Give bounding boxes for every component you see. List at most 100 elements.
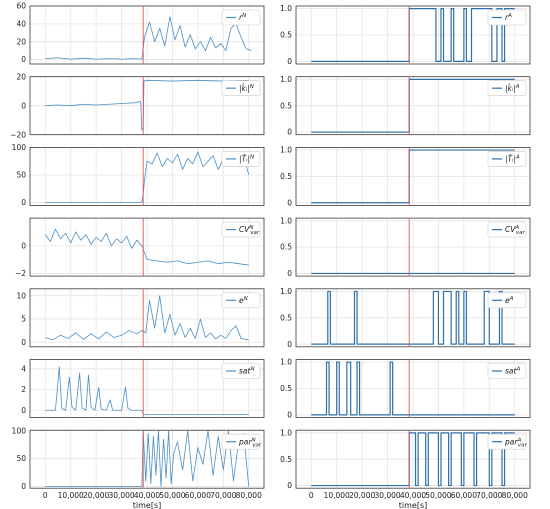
y-tick-label: −20 [10, 130, 26, 139]
subplot-13: 0 50 100 parN var 0 10,000 20,000 30,000 40,000 50… [12, 426, 265, 509]
subplot-7: −2 0 CVN var [15, 217, 265, 278]
y-tick-label: 100 [12, 143, 27, 152]
subplot-5: 0 50 100 |T̂ᵢ|N [12, 143, 265, 207]
plot-frame [295, 429, 531, 489]
legend-box [487, 221, 527, 238]
plot-frame [29, 146, 265, 206]
subplot-6: 0 0.5 1.0 |T̂ᵢ|A [280, 146, 531, 207]
plot-frame [295, 359, 531, 418]
y-tick-label: 50 [16, 454, 26, 463]
x-axis-label: time[s] [133, 501, 161, 509]
plot-frame [295, 146, 531, 206]
y-tick-label: 0.5 [280, 172, 292, 181]
series-line [45, 430, 250, 487]
legend-box [487, 151, 527, 167]
plot-frame [29, 359, 265, 418]
y-tick-label: 0 [21, 482, 26, 491]
x-tick-label: 60,000 [185, 491, 211, 500]
x-tick-label: 80,000 [236, 491, 262, 500]
x-tick-label: 70,000 [476, 491, 502, 500]
y-tick-label: 0.5 [280, 243, 292, 252]
legend-label: parA var [504, 437, 528, 448]
y-tick-label: 50 [16, 171, 26, 180]
legend-label: |T̂ᵢ|A [505, 155, 520, 164]
subplot-14: 0 0.5 1.0 parA var 0 10,000 20,000 30,000 40,000 5… [280, 428, 531, 509]
legend-box [221, 292, 261, 309]
y-tick-label: 0 [21, 198, 26, 207]
legend-box [221, 151, 261, 167]
x-tick-label: 0 [43, 491, 48, 500]
plot-frame [295, 76, 531, 136]
y-tick-label: −2 [15, 269, 26, 278]
y-tick-label: 0 [21, 338, 26, 347]
legend-box [487, 80, 527, 96]
y-tick-label: 60 [16, 2, 26, 11]
x-tick-label: 70,000 [210, 491, 236, 500]
subplot-4: 0 0.5 1.0 |k̂ᵢ|A [280, 75, 531, 137]
y-tick-label: 2 [21, 385, 26, 394]
y-tick-label: 20 [16, 37, 26, 46]
plot-frame [29, 5, 265, 65]
y-tick-label: 0 [287, 57, 292, 66]
y-tick-label: 0 [287, 410, 292, 419]
x-tick-label: 20,000 [83, 491, 109, 500]
y-tick-label: 0.5 [280, 313, 292, 322]
legend-label: |T̂ᵢ|N [239, 155, 254, 164]
plot-frame [295, 5, 531, 65]
y-tick-label: 1.0 [280, 287, 292, 296]
y-tick-label: 0 [21, 101, 26, 110]
subplot-9: 0 5 10 eN [16, 288, 265, 348]
y-tick-label: 1.0 [280, 146, 292, 155]
series-line [45, 79, 249, 131]
legend-box [487, 363, 527, 379]
plot-frame [29, 429, 265, 489]
legend-box [221, 433, 261, 450]
x-tick-label: 60,000 [451, 491, 477, 500]
legend-box [221, 221, 261, 238]
y-tick-label: 1.0 [280, 428, 292, 437]
series-line [311, 290, 515, 345]
subplot-10: 0 0.5 1.0 eA [280, 287, 531, 349]
y-tick-label: 100 [12, 426, 27, 435]
y-tick-label: 0 [21, 241, 26, 250]
y-tick-label: 0.5 [280, 455, 292, 464]
legend-box [487, 9, 527, 26]
x-tick-label: 0 [309, 491, 314, 500]
x-tick-label: 80,000 [502, 491, 528, 500]
subplot-2: 0 0.5 1.0 rA [280, 4, 531, 66]
y-tick-label: 0 [21, 406, 26, 415]
legend-label: |k̂ᵢ|N [239, 84, 254, 93]
subplot-3: −20 0 20 |k̂ᵢ|N [10, 72, 265, 139]
legend-label: parN var [238, 437, 262, 448]
x-axis-label: time[s] [399, 501, 427, 509]
series-line [45, 295, 249, 341]
series-line [45, 16, 252, 60]
y-tick-label: 0 [287, 269, 292, 278]
subplot-1: 0 20 40 60 rN [16, 2, 265, 65]
legend-label: satN [239, 367, 255, 376]
y-tick-label: 40 [16, 19, 26, 28]
series-line [45, 366, 249, 415]
x-tick-label: 50,000 [425, 491, 451, 500]
y-tick-label: 20 [16, 72, 26, 81]
series-line [311, 8, 515, 62]
legend-label: eN [239, 296, 248, 305]
series-line [311, 361, 515, 416]
x-tick-label: 30,000 [374, 491, 400, 500]
legend-box [487, 433, 527, 450]
x-tick-label: 40,000 [134, 491, 160, 500]
y-tick-label: 1.0 [280, 75, 292, 84]
y-tick-label: 1.0 [280, 4, 292, 13]
plot-frame [29, 76, 265, 136]
y-tick-label: 0.5 [280, 384, 292, 393]
y-tick-label: 1.0 [280, 358, 292, 367]
y-tick-label: 0 [287, 198, 292, 207]
legend-label: eA [505, 296, 514, 305]
legend-box [221, 363, 261, 379]
x-tick-label: 10,000 [324, 491, 350, 500]
y-tick-label: 0 [287, 340, 292, 349]
plot-frame [29, 217, 265, 277]
legend-box [221, 9, 261, 26]
plot-frame [295, 288, 531, 348]
